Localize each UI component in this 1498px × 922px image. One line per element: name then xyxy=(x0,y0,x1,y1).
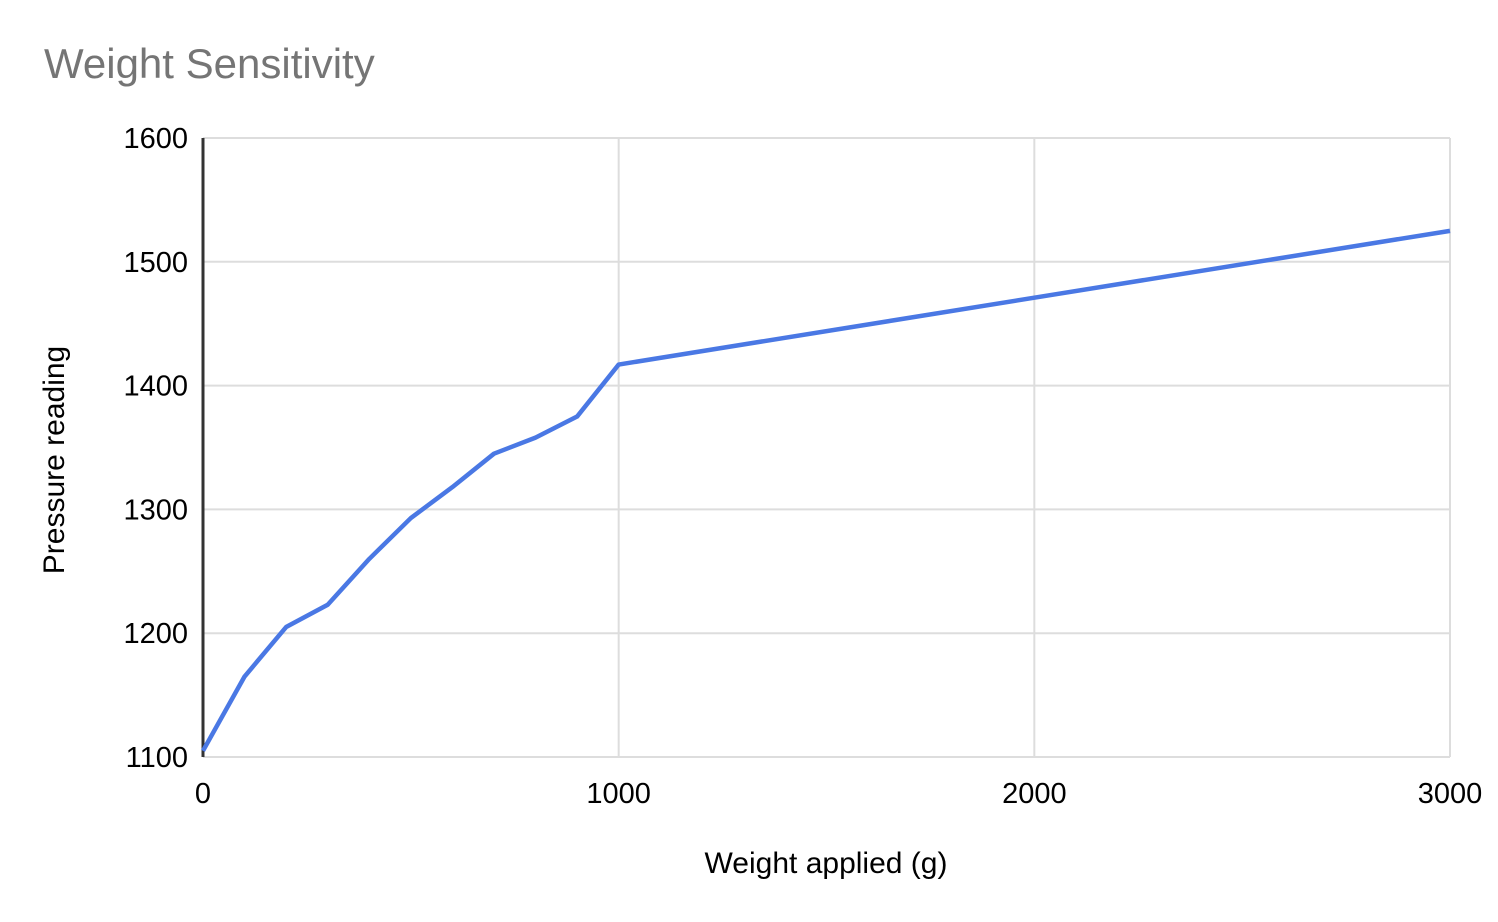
y-tick-label-1100: 1100 xyxy=(126,742,188,774)
x-tick-label-1000: 1000 xyxy=(586,778,651,810)
series-line-pressure-reading xyxy=(201,228,1451,752)
x-tick-label-0: 0 xyxy=(195,778,211,810)
x-tick-label-3000: 3000 xyxy=(1418,778,1483,810)
y-tick-label-1200: 1200 xyxy=(123,618,188,650)
y-tick-label-1300: 1300 xyxy=(123,494,188,526)
x-axis-title: Weight applied (g) xyxy=(705,847,948,880)
y-tick-label-1600: 1600 xyxy=(123,123,188,155)
series-layer xyxy=(201,228,1451,752)
chart-title: Weight Sensitivity xyxy=(44,40,375,87)
gridlines-layer xyxy=(203,137,1451,758)
y-tick-label-1400: 1400 xyxy=(123,371,188,403)
y-axis-title: Pressure reading xyxy=(38,346,71,574)
x-tick-label-2000: 2000 xyxy=(1002,778,1067,810)
tick-labels-layer: 1100 1200 1300 1400 1500 1600 0 1000 2000 3000 xyxy=(123,123,1482,810)
y-tick-label-1500: 1500 xyxy=(123,247,188,279)
